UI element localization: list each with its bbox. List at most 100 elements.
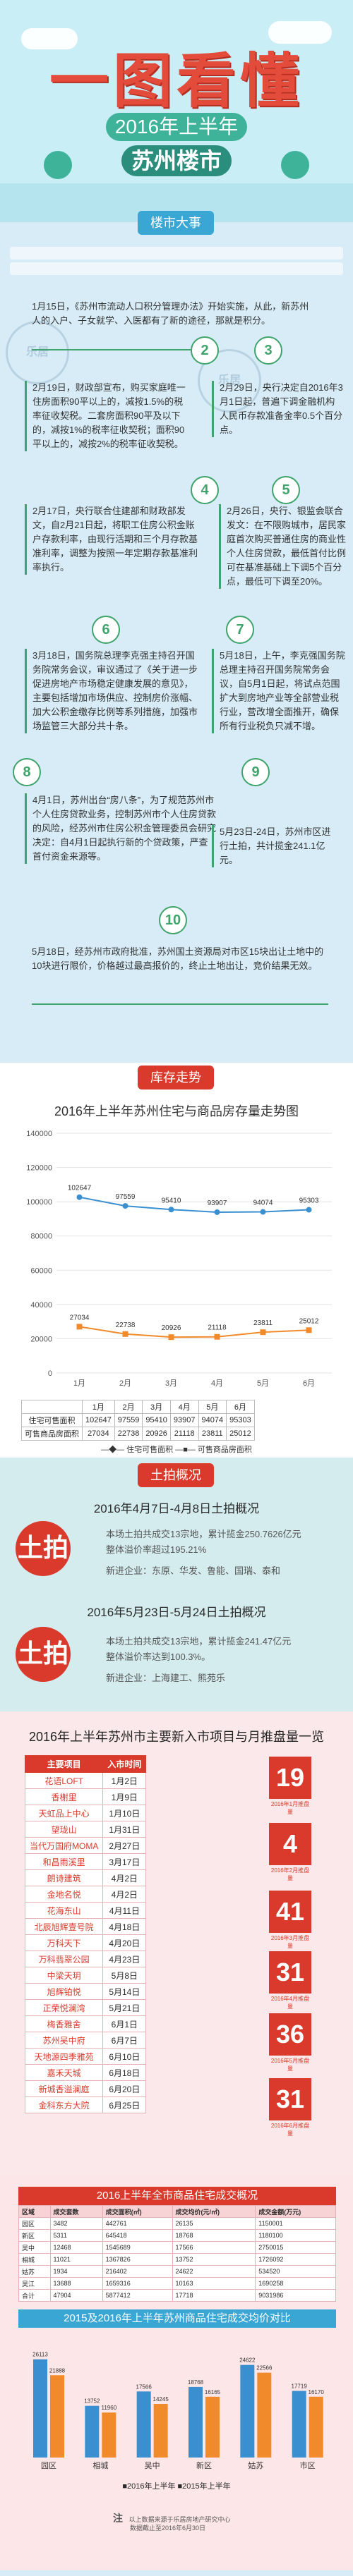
land-line: 本场土拍共成交13宗地，累计揽金241.47亿元 [106, 1636, 292, 1647]
project-name-cell: 朗诗建筑 [24, 1869, 104, 1886]
table-cell: 1659316 [102, 2277, 173, 2290]
table-header-cell: 3月 [142, 1400, 171, 1414]
table-cell: 93907 [169, 1413, 199, 1427]
land-line: 整体溢价率超过195.21% [106, 1544, 207, 1555]
timeline-event-2: 2月19日，财政部宣布，购买家庭唯一住房面积90平以上的，减按1.5%的税率征收… [25, 381, 188, 451]
timeline-number-9: 9 [241, 758, 270, 786]
table-cell: 95410 [142, 1413, 171, 1427]
timeline-number-7: 7 [226, 616, 254, 644]
header: 一图看懂 2016年上半年 苏州楼市 [0, 0, 353, 222]
month-badge: 19 [269, 1757, 311, 1799]
table-cell: 5311 [49, 2229, 103, 2242]
data-point [76, 1324, 83, 1330]
data-point [122, 1331, 128, 1337]
project-name-cell: 旭辉铂悦 [24, 1983, 104, 2000]
x-tick-label: 6月 [303, 1379, 315, 1388]
region-label: 园区 [41, 2461, 56, 2470]
data-point [76, 1194, 83, 1200]
land-badge-1: 土拍 [16, 1521, 71, 1576]
month-badge: 41 [269, 1891, 311, 1933]
land-auction-head-2: 2016年5月23日-5月24日土拍概况 [87, 1606, 266, 1619]
table-header-cell: 5月 [198, 1400, 227, 1414]
month-badge: 31 [269, 2078, 311, 2120]
table-header-cell: 2月 [114, 1400, 143, 1414]
table-row: 正荣悦澜湾 5月21日 [24, 1999, 147, 2016]
table-row: 相城 11021 1367826 13752 1726092 [18, 2253, 336, 2266]
project-date-cell: 3月17日 [102, 1853, 147, 1870]
table-cell: 1367826 [102, 2253, 173, 2266]
table-cell: 9031986 [255, 2289, 336, 2302]
timeline-event-9: 5月23日-24日，苏州市区进行土拍，共计揽金241.1亿元。 [212, 825, 333, 867]
land-auction-head-1: 2016年4月7日-4月8日土拍概况 [93, 1502, 260, 1515]
timeline-event-5: 2月26日，央行、银监会联合发文：在不限购城市，居民家庭首次购买普通住房的商业性… [219, 504, 347, 589]
bar [50, 2375, 64, 2458]
table-cell: 102647 [82, 1413, 115, 1427]
project-date-cell: 1月31日 [102, 1821, 147, 1838]
bar [257, 2372, 272, 2458]
table-cell: 11021 [49, 2253, 103, 2266]
bar [205, 2396, 220, 2458]
x-tick-label: 3月 [165, 1379, 177, 1388]
table-cell: 1180100 [255, 2229, 336, 2242]
table-row: 北辰旭辉壹号院 4月18日 [24, 1918, 147, 1935]
table-cell: 17566 [172, 2241, 256, 2254]
bar [153, 2404, 168, 2458]
table-cell: 10163 [172, 2277, 256, 2290]
table-row: 花海东山 4月11日 [24, 1902, 147, 1919]
land-section: 土拍概况 2016年4月7日-4月8日土拍概况 土拍 本场土拍共成交13宗地，累… [0, 1458, 353, 1711]
y-tick-label: 0 [48, 1369, 52, 1378]
table-header-cell: 成交面积(㎡) [102, 2205, 173, 2218]
x-tick-label: 1月 [73, 1379, 85, 1388]
table-cell: 吴中 [18, 2241, 51, 2254]
project-date-cell: 5月8日 [102, 1967, 147, 1984]
project-name-cell: 嘉禾天城 [24, 2064, 104, 2081]
section-label-land: 土拍概况 [138, 1463, 214, 1487]
table-row: 新区 5311 645418 18768 1180100 [18, 2229, 336, 2242]
cloud-decoration [21, 28, 78, 49]
series-line-1 [79, 1196, 309, 1213]
inventory-section: 库存走势 2016年上半年苏州住宅与商品房存量走势图 0 20000 40000 60… [0, 1063, 353, 1458]
table-row: 香榭里 1月9日 [24, 1788, 147, 1805]
project-date-cell: 4月2日 [102, 1886, 147, 1903]
y-tick-label: 60000 [30, 1266, 52, 1275]
land-line: 新进企业：东原、华发、鲁能、国瑞、泰和 [106, 1565, 281, 1576]
table-header-cell: 成交金额(万元) [255, 2205, 336, 2218]
series-line-2 [79, 1326, 309, 1338]
timeline-event-7: 5月18日，上午，李克强国务院总理主持召开国务院常务会议，自5月1日起，将试点范… [212, 649, 347, 733]
project-name-cell: 中梁天玥 [24, 1967, 104, 1984]
table-cell: 相城 [18, 2253, 51, 2266]
data-label: 102647 [68, 1185, 92, 1192]
cloud-decoration [268, 21, 332, 44]
table-row: 当代万国府MOMA 2月27日 [24, 1837, 147, 1854]
land-line: 整体溢价率达到100.3%。 [106, 1652, 211, 1662]
table-header-cell: 区域 [18, 2205, 51, 2218]
month-badge-caption: 2016年1月推盘量 [270, 1801, 310, 1815]
page-title: 一图看懂 [49, 47, 304, 116]
project-date-cell: 5月21日 [102, 1999, 147, 2016]
data-point [122, 1203, 128, 1209]
table-row: 金科东方大院 6月25日 [24, 2096, 147, 2113]
timeline-section: 楼市大事 乐居 乐居 1月15日，《苏州市流动人口积分管理办法》开始实施，从此，… [0, 211, 353, 1061]
table-row: 苏州吴中府 6月7日 [24, 2032, 147, 2049]
note-label: 注 [113, 2513, 123, 2524]
data-label: 22738 [116, 1321, 136, 1329]
project-date-cell: 6月25日 [102, 2096, 147, 2113]
project-name-cell: 北辰旭辉壹号院 [24, 1918, 104, 1935]
bar [292, 2391, 306, 2458]
month-badge: 31 [269, 1951, 311, 1994]
timeline-event-6: 3月18日，国务院总理李克强主持召开国务院常务会议，审议通过了《关于进一步促进房… [25, 649, 202, 733]
data-label: 95410 [162, 1197, 181, 1204]
project-date-cell: 6月7日 [102, 2032, 147, 2049]
table-header-cell: 成交套数 [49, 2205, 103, 2218]
bar [240, 2364, 255, 2458]
projects-table: 主要项目 入市时间 花语LOFT 1月2日 香榭里 1月9日 天虹品上中心 1月10日 望珑… [24, 1755, 147, 2113]
y-tick-label: 80000 [30, 1233, 52, 1241]
table-cell: 22738 [114, 1427, 143, 1441]
project-name-cell: 花海东山 [24, 1902, 104, 1919]
bar [102, 2412, 116, 2458]
project-date-cell: 4月20日 [102, 1934, 147, 1951]
month-badge: 36 [269, 2013, 311, 2056]
table-header-row: 区域 成交套数 成交面积(㎡) 成交均价(元/㎡) 成交金额(万元) [18, 2205, 336, 2218]
table-cell: 23811 [198, 1427, 227, 1441]
table-row: 合计 47904 5877412 17718 9031986 [18, 2289, 336, 2302]
